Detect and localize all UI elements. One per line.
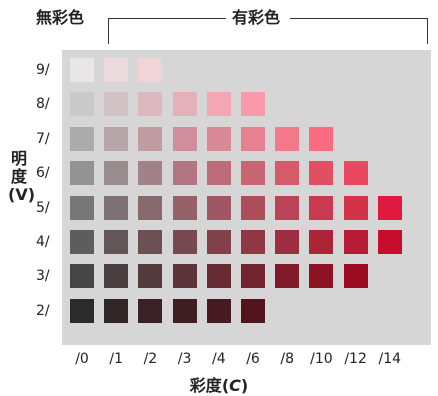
color-swatch bbox=[172, 264, 197, 289]
chroma-label-6: /6 bbox=[246, 351, 260, 367]
color-swatch bbox=[241, 298, 265, 323]
color-swatch bbox=[309, 264, 334, 289]
color-swatch bbox=[104, 126, 129, 151]
x-axis-title-close: ) bbox=[240, 376, 249, 395]
color-swatch bbox=[206, 230, 231, 254]
x-axis-title-open: ( bbox=[221, 376, 230, 395]
color-swatch bbox=[104, 92, 129, 117]
value-label-5: 5/ bbox=[36, 199, 50, 216]
color-swatch bbox=[241, 195, 265, 220]
color-swatch bbox=[172, 230, 197, 254]
chroma-label-10: /10 bbox=[310, 351, 333, 367]
color-swatch bbox=[377, 230, 402, 254]
chroma-label-8: /8 bbox=[280, 351, 294, 367]
color-swatch bbox=[138, 58, 163, 82]
value-label-9: 9/ bbox=[36, 62, 50, 78]
value-label-3: 3/ bbox=[36, 268, 50, 285]
color-swatch bbox=[70, 126, 94, 151]
color-swatch bbox=[172, 298, 197, 323]
color-swatch bbox=[172, 161, 197, 186]
bracket-top-left bbox=[108, 18, 226, 19]
color-swatch bbox=[275, 230, 300, 254]
chroma-label-14: /14 bbox=[378, 351, 402, 367]
value-label-2: 2/ bbox=[36, 302, 50, 319]
color-swatch bbox=[309, 126, 334, 151]
color-swatch bbox=[70, 230, 94, 254]
color-swatch bbox=[138, 298, 163, 323]
color-swatch bbox=[104, 230, 129, 254]
color-swatch bbox=[275, 264, 300, 289]
color-swatch bbox=[172, 92, 197, 117]
color-swatch bbox=[70, 264, 94, 289]
y-axis-label-line3: (V) bbox=[8, 185, 36, 204]
color-swatch bbox=[343, 161, 368, 186]
chroma-label-3: /3 bbox=[177, 351, 192, 367]
bracket-right-tick bbox=[427, 18, 428, 44]
chroma-label-12: /12 bbox=[344, 351, 367, 367]
color-swatch bbox=[138, 92, 163, 117]
color-swatch bbox=[138, 230, 163, 254]
color-swatch bbox=[343, 195, 368, 220]
color-swatch bbox=[138, 264, 163, 289]
color-swatch bbox=[275, 195, 300, 220]
color-swatch bbox=[241, 92, 265, 117]
chromatic-label: 有彩色 bbox=[232, 8, 281, 27]
color-swatch bbox=[206, 161, 231, 186]
value-label-7: 7/ bbox=[36, 130, 50, 147]
chroma-label-4: /4 bbox=[211, 351, 226, 367]
color-swatch bbox=[275, 161, 300, 186]
color-swatch bbox=[343, 230, 368, 254]
color-swatch bbox=[138, 126, 163, 151]
color-swatch bbox=[241, 264, 265, 289]
color-swatch bbox=[104, 264, 129, 289]
value-label-8: 8/ bbox=[36, 96, 50, 113]
color-swatch bbox=[241, 126, 265, 151]
color-swatch bbox=[70, 92, 94, 117]
color-swatch bbox=[241, 230, 265, 254]
color-swatch bbox=[138, 161, 163, 186]
color-swatch bbox=[104, 161, 129, 186]
x-axis-title: 彩度(C) bbox=[0, 372, 438, 396]
color-swatch bbox=[309, 195, 334, 220]
bracket-left-tick bbox=[108, 18, 109, 44]
value-label-6: 6/ bbox=[36, 165, 50, 182]
y-axis-label-line1: 明 bbox=[10, 149, 27, 168]
color-swatch bbox=[104, 195, 129, 220]
x-axis-title-symbol: C bbox=[229, 376, 241, 395]
color-swatch bbox=[70, 58, 94, 82]
color-swatch bbox=[172, 126, 197, 151]
color-swatch bbox=[172, 195, 197, 220]
chroma-label-1: /1 bbox=[109, 351, 123, 367]
color-swatch bbox=[206, 298, 231, 323]
color-swatch bbox=[104, 58, 129, 82]
color-swatch bbox=[70, 161, 94, 186]
color-swatch bbox=[104, 298, 129, 323]
y-axis-label-line2: 度 bbox=[10, 167, 27, 186]
color-swatch bbox=[206, 92, 231, 117]
achromatic-label: 無彩色 bbox=[36, 8, 85, 27]
color-swatch bbox=[377, 195, 402, 220]
color-swatch bbox=[241, 161, 265, 186]
bracket-top-right bbox=[290, 18, 428, 19]
chroma-label-0: /0 bbox=[75, 351, 89, 367]
color-swatch bbox=[206, 126, 231, 151]
color-swatch bbox=[309, 230, 334, 254]
color-swatch bbox=[206, 195, 231, 220]
color-swatch bbox=[138, 195, 163, 220]
color-swatch bbox=[70, 298, 94, 323]
color-swatch bbox=[309, 161, 334, 186]
chroma-label-2: /2 bbox=[143, 351, 158, 367]
value-label-4: 4/ bbox=[36, 234, 50, 250]
color-swatch bbox=[275, 126, 300, 151]
x-axis-title-main: 彩度 bbox=[189, 376, 222, 395]
color-swatch bbox=[206, 264, 231, 289]
y-axis-label: 明 度 (V) bbox=[8, 149, 36, 204]
color-swatch bbox=[343, 264, 368, 289]
color-swatch bbox=[70, 195, 94, 220]
